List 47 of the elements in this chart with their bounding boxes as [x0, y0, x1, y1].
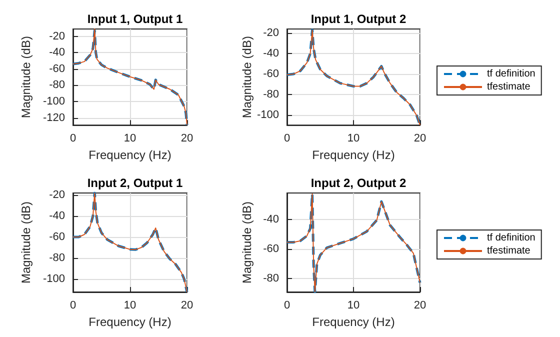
y-tick-label: -60 — [49, 231, 65, 243]
x-tick-label: 20 — [180, 300, 194, 312]
y-tick-label: -100 — [256, 108, 279, 121]
legend-label: tf definition — [487, 68, 536, 80]
x-axis-title: Frequency (Hz) — [88, 148, 172, 162]
x-tick-label: 20 — [180, 132, 194, 145]
x-tick-label: 0 — [284, 300, 290, 312]
x-tick-label: 10 — [347, 300, 360, 312]
y-tick-label: -40 — [49, 210, 65, 222]
y-tick-label: -60 — [49, 62, 65, 75]
y-tick-label: -20 — [49, 30, 65, 42]
y-tick-label: -40 — [263, 214, 279, 226]
chart-title: Input 1, Output 1 — [87, 12, 183, 26]
x-tick-label: 10 — [347, 132, 360, 145]
x-axis-title: Frequency (Hz) — [312, 148, 395, 162]
y-tick-label: -80 — [49, 79, 65, 92]
x-axis-title: Frequency (Hz) — [88, 314, 172, 329]
x-tick-label: 10 — [124, 132, 136, 145]
x-tick-label: 20 — [414, 300, 426, 312]
legend-label: tf definition — [487, 232, 536, 244]
legend-label: tfestimate — [487, 82, 531, 92]
legend-label: tfestimate — [487, 246, 531, 256]
y-tick-label: -120 — [42, 112, 65, 124]
y-axis-title: Magnitude (dB) — [19, 201, 34, 284]
x-tick-label: 0 — [284, 132, 290, 145]
chart-title: Input 1, Output 2 — [310, 12, 406, 26]
y-tick-label: -100 — [42, 272, 65, 285]
y-tick-label: -40 — [263, 48, 279, 60]
x-tick-label: 0 — [70, 300, 76, 312]
y-tick-label: -80 — [263, 88, 279, 100]
chart-title: Input 2, Output 2 — [310, 176, 406, 190]
x-tick-label: 20 — [414, 132, 426, 145]
x-tick-label: 0 — [70, 132, 76, 145]
y-tick-label: -100 — [42, 95, 65, 108]
chart-title: Input 2, Output 1 — [87, 176, 183, 190]
y-tick-label: -40 — [49, 46, 65, 59]
x-tick-label: 10 — [124, 300, 136, 312]
y-tick-label: -60 — [263, 68, 279, 80]
y-axis-title: Magnitude (dB) — [19, 36, 34, 118]
y-tick-label: -20 — [263, 27, 279, 40]
y-axis-title: Magnitude (dB) — [240, 36, 254, 118]
y-tick-label: -80 — [263, 272, 279, 285]
y-tick-label: -80 — [49, 252, 65, 264]
x-axis-title: Frequency (Hz) — [312, 314, 395, 329]
y-tick-label: -20 — [49, 189, 65, 202]
y-tick-label: -60 — [263, 243, 279, 256]
y-axis-title: Magnitude (dB) — [240, 201, 254, 284]
